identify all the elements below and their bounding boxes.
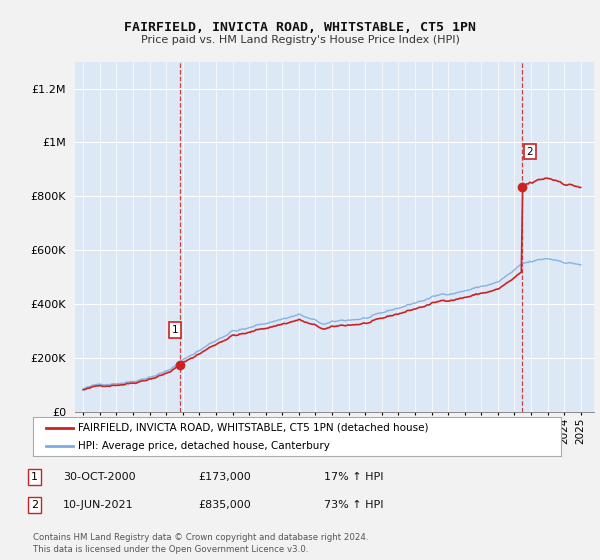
Text: Price paid vs. HM Land Registry's House Price Index (HPI): Price paid vs. HM Land Registry's House … bbox=[140, 35, 460, 45]
Text: 30-OCT-2000: 30-OCT-2000 bbox=[63, 472, 136, 482]
Text: Contains HM Land Registry data © Crown copyright and database right 2024.
This d: Contains HM Land Registry data © Crown c… bbox=[33, 533, 368, 554]
Text: 17% ↑ HPI: 17% ↑ HPI bbox=[324, 472, 383, 482]
Text: 2: 2 bbox=[527, 147, 533, 157]
Text: HPI: Average price, detached house, Canterbury: HPI: Average price, detached house, Cant… bbox=[78, 441, 330, 451]
Text: 1: 1 bbox=[31, 472, 38, 482]
Text: FAIRFIELD, INVICTA ROAD, WHITSTABLE, CT5 1PN: FAIRFIELD, INVICTA ROAD, WHITSTABLE, CT5… bbox=[124, 21, 476, 34]
Text: 1: 1 bbox=[172, 325, 178, 335]
Text: £835,000: £835,000 bbox=[198, 500, 251, 510]
Text: £173,000: £173,000 bbox=[198, 472, 251, 482]
Text: 73% ↑ HPI: 73% ↑ HPI bbox=[324, 500, 383, 510]
Text: 2: 2 bbox=[31, 500, 38, 510]
Text: FAIRFIELD, INVICTA ROAD, WHITSTABLE, CT5 1PN (detached house): FAIRFIELD, INVICTA ROAD, WHITSTABLE, CT5… bbox=[78, 423, 428, 433]
Text: 10-JUN-2021: 10-JUN-2021 bbox=[63, 500, 134, 510]
